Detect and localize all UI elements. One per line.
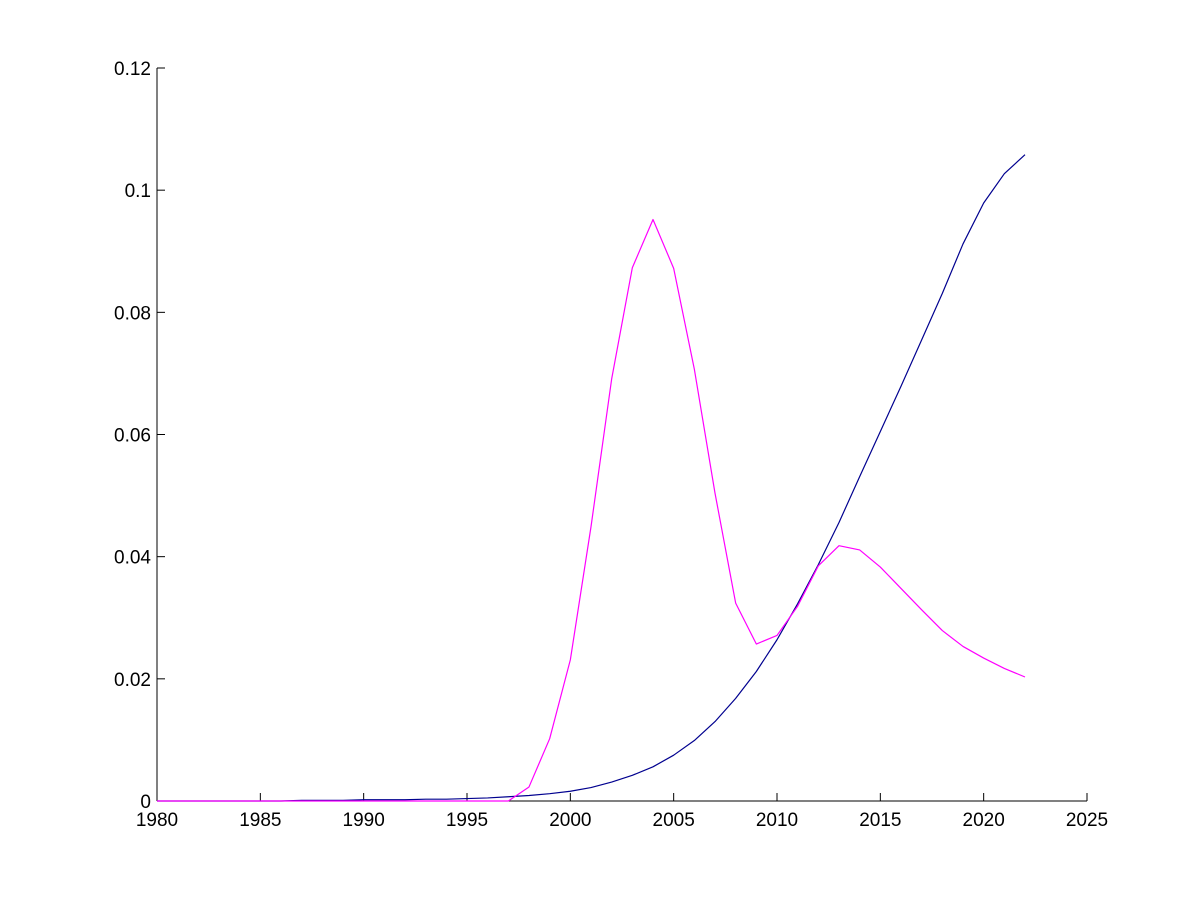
x-tick-label: 2020 xyxy=(963,810,1005,831)
y-tick-label: 0.08 xyxy=(114,303,151,324)
x-axis-ticks: 1980 1985 1990 1995 2000 2005 2010 2015 2020 2025 xyxy=(136,793,1108,831)
x-tick-label: 1990 xyxy=(343,810,385,831)
y-tick-label: 0 xyxy=(140,792,151,813)
x-tick-label: 2010 xyxy=(756,810,798,831)
y-tick-label: 0.02 xyxy=(114,670,151,691)
x-tick-label: 2000 xyxy=(549,810,591,831)
x-tick-label: 1995 xyxy=(446,810,488,831)
x-tick-label: 2005 xyxy=(653,810,695,831)
x-tick-label: 2015 xyxy=(859,810,901,831)
axes: 1980 1985 1990 1995 2000 2005 2010 2015 2020 2025… xyxy=(114,59,1108,831)
x-tick-label: 2025 xyxy=(1066,810,1108,831)
series-line-2 xyxy=(157,218,1026,802)
y-tick-label: 0.1 xyxy=(125,181,151,202)
series-line-1 xyxy=(157,154,1026,802)
x-tick-label: 1985 xyxy=(239,810,281,831)
x-tick-label: 1980 xyxy=(136,810,178,831)
series-layer xyxy=(157,154,1026,802)
y-tick-label: 0.06 xyxy=(114,426,151,447)
y-tick-label: 0.12 xyxy=(114,59,151,80)
y-tick-label: 0.04 xyxy=(114,548,151,569)
